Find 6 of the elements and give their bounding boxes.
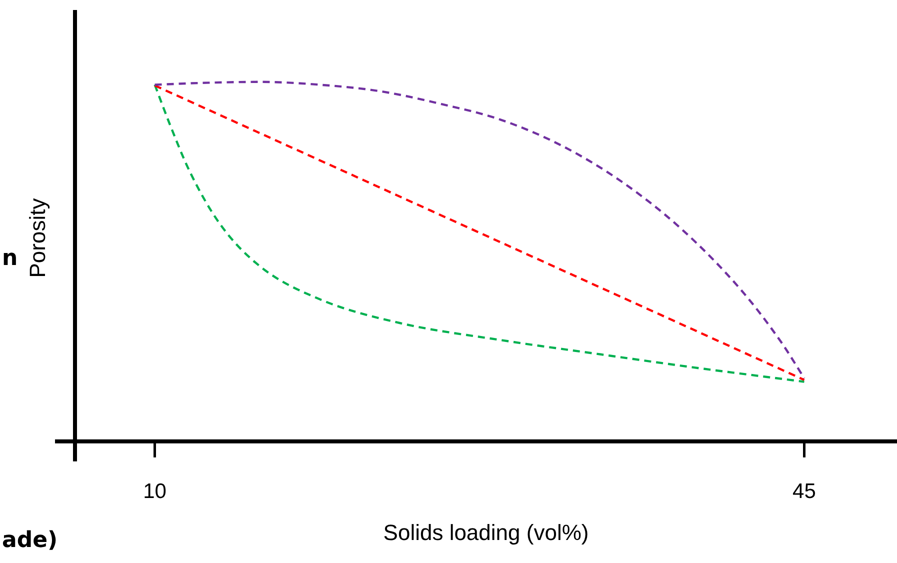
x-axis-title: Solids loading (vol%): [383, 520, 589, 545]
x-tick-label: 45: [792, 480, 816, 503]
text: ade): [2, 528, 58, 553]
y-axis-title: Porosity: [25, 198, 51, 278]
x-tick-label: 10: [143, 480, 166, 503]
text: n: [2, 246, 18, 271]
